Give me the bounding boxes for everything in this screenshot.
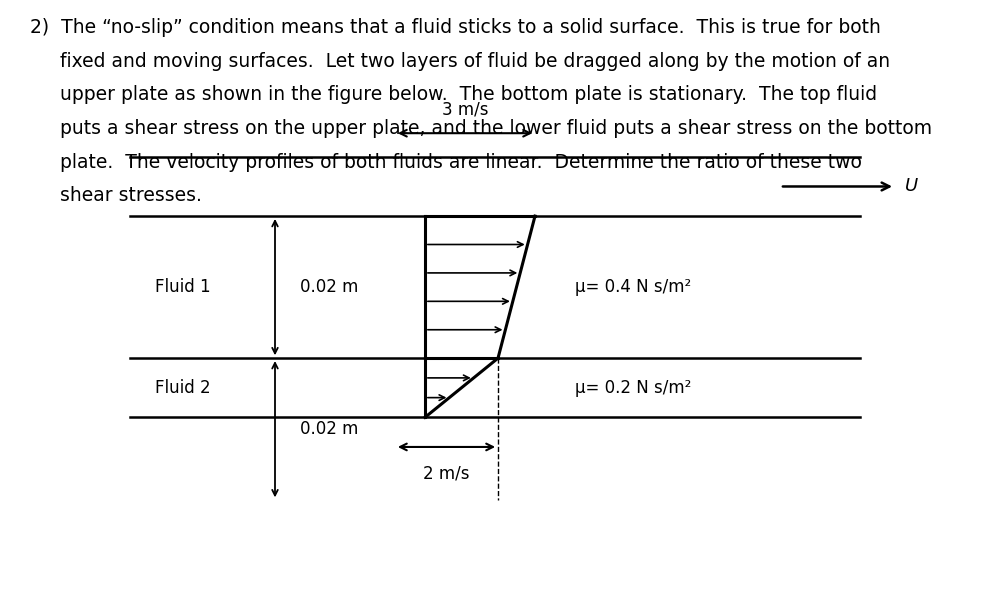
Text: 2 m/s: 2 m/s: [423, 465, 470, 482]
Text: 0.02 m: 0.02 m: [300, 420, 358, 438]
Text: Fluid 2: Fluid 2: [155, 379, 211, 397]
Text: 0.02 m: 0.02 m: [300, 278, 358, 296]
Text: plate.  The velocity profiles of both fluids are linear.  Determine the ratio of: plate. The velocity profiles of both flu…: [30, 153, 862, 172]
Text: μ= 0.4 N s/m²: μ= 0.4 N s/m²: [575, 278, 691, 296]
Text: fixed and moving surfaces.  Let two layers of fluid be dragged along by the moti: fixed and moving surfaces. Let two layer…: [30, 52, 890, 70]
Text: upper plate as shown in the figure below.  The bottom plate is stationary.  The : upper plate as shown in the figure below…: [30, 85, 877, 104]
Text: Fluid 1: Fluid 1: [155, 278, 211, 296]
Text: puts a shear stress on the upper plate, and the lower fluid puts a shear stress : puts a shear stress on the upper plate, …: [30, 119, 932, 138]
Text: 3 m/s: 3 m/s: [442, 101, 488, 118]
Text: U: U: [905, 178, 918, 195]
Text: shear stresses.: shear stresses.: [30, 186, 202, 205]
Text: 2)  The “no-slip” condition means that a fluid sticks to a solid surface.  This : 2) The “no-slip” condition means that a …: [30, 18, 881, 37]
Text: μ= 0.2 N s/m²: μ= 0.2 N s/m²: [575, 379, 691, 397]
